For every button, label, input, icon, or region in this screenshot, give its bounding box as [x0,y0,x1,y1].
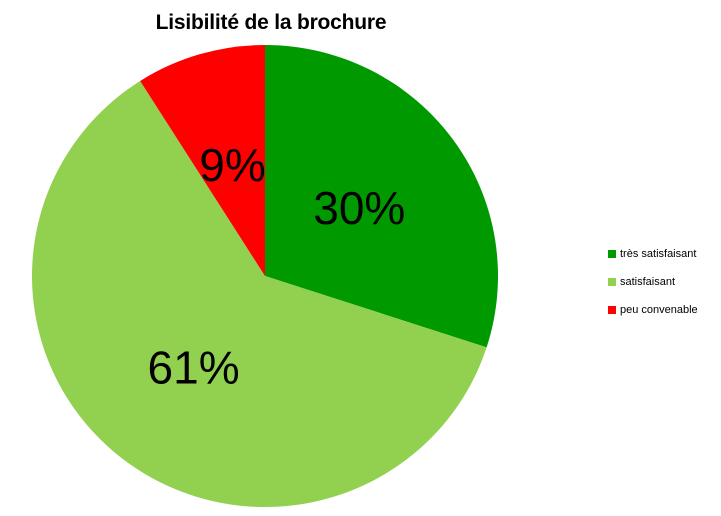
legend-item: très satisfaisant [608,247,698,260]
legend: très satisfaisant satisfaisant peu conve… [608,247,698,331]
legend-item: peu convenable [608,303,698,316]
pie-slice-label-1: 61% [148,341,240,393]
pie-slice-2 [140,44,265,276]
legend-item: satisfaisant [608,275,698,288]
legend-label: très satisfaisant [620,247,697,260]
pie-slice-label-2: 9% [199,139,265,191]
legend-swatch-satisfaisant [608,277,616,286]
legend-label: satisfaisant [620,275,676,288]
pie-slice-1 [32,80,487,507]
legend-swatch-peu-convenable [608,305,616,314]
pie-slice-0 [265,45,499,348]
legend-swatch-tres-satisfaisant [608,249,616,258]
chart-title: Lisibilité de la brochure [155,11,387,34]
legend-label: peu convenable [620,303,698,316]
pie-slice-label-0: 30% [313,182,405,234]
